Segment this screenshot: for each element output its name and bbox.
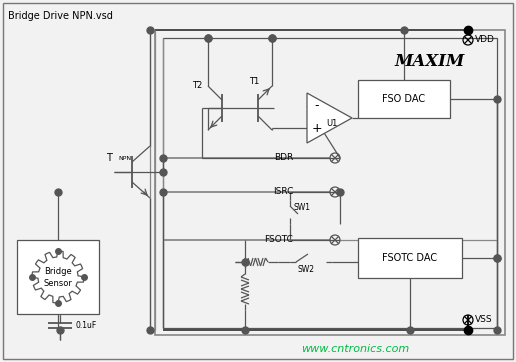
Text: FSOTC: FSOTC [264,236,293,244]
Text: 0.1uF: 0.1uF [75,320,96,329]
Text: T2: T2 [192,81,202,90]
Text: SW1: SW1 [294,203,311,212]
Bar [358,80,450,118]
Polygon shape [307,93,352,143]
Text: Sensor: Sensor [43,278,72,287]
Text: MAXIM: MAXIM [395,54,465,71]
Text: NPN: NPN [118,156,131,160]
Text: FSOTC DAC: FSOTC DAC [382,253,438,263]
Text: U1: U1 [326,118,337,127]
Text: T1: T1 [249,77,259,87]
Text: Bridge: Bridge [44,266,72,275]
Bar [358,238,462,278]
Text: SW2: SW2 [298,265,315,274]
Text: ISRC: ISRC [272,188,293,197]
Text: FSO DAC: FSO DAC [382,94,426,104]
Text: T: T [106,153,112,163]
Text: www.cntronics.com: www.cntronics.com [301,344,409,354]
Text: Bridge Drive NPN.vsd: Bridge Drive NPN.vsd [8,11,113,21]
Bar [17,240,99,314]
Text: BDR: BDR [274,153,293,163]
Bar [155,30,505,335]
Text: +: + [312,122,322,135]
Bar [163,38,497,328]
Text: VSS: VSS [475,316,493,324]
Text: VDD: VDD [475,35,495,45]
Text: -: - [315,100,319,113]
